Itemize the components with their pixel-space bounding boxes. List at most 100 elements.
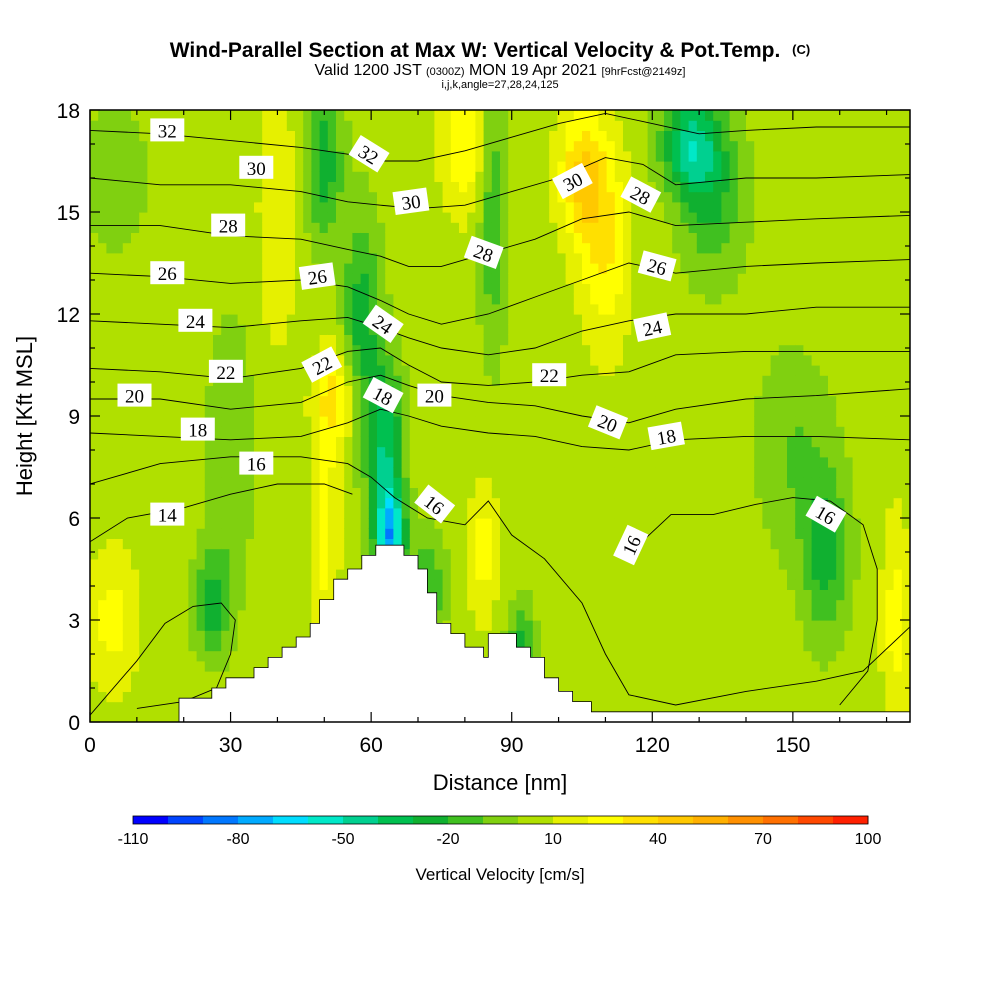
velocity-cell [664,467,673,478]
velocity-cell [696,599,706,611]
velocity-cell [532,395,542,407]
velocity-cell [344,110,353,121]
velocity-cell [409,365,419,376]
velocity-cell [229,660,239,672]
velocity-cell [114,191,124,203]
velocity-cell [664,354,673,366]
velocity-cell [746,191,755,203]
velocity-cell [721,395,731,407]
velocity-cell [155,477,165,488]
velocity-cell [475,314,485,325]
velocity-cell [705,232,714,244]
velocity-cell [270,548,280,560]
velocity-cell [229,538,239,550]
velocity-cell [377,344,386,356]
velocity-cell [475,222,485,233]
velocity-cell [172,640,181,652]
velocity-cell [188,201,198,213]
velocity-cell [434,283,444,295]
velocity-cell [426,528,435,539]
velocity-cell [163,548,173,560]
velocity-cell [319,456,329,468]
velocity-cell [639,416,649,427]
velocity-cell [524,212,534,223]
velocity-cell [688,405,698,417]
velocity-cell [565,324,575,335]
velocity-cell [368,110,378,121]
velocity-cell [213,650,222,662]
velocity-cell [180,518,189,529]
velocity-cell [311,130,321,142]
velocity-cell [729,630,739,641]
velocity-cell [303,569,312,580]
velocity-cell [204,497,214,509]
velocity-cell [672,691,681,703]
velocity-cell [360,263,370,274]
velocity-cell [631,263,640,274]
velocity-cell [106,395,116,407]
velocity-cell [746,375,755,386]
velocity-cell [303,150,312,162]
velocity-cell [647,150,657,162]
velocity-cell [90,110,99,121]
velocity-cell [368,201,378,213]
velocity-cell [614,385,624,397]
velocity-cell [746,681,755,692]
velocity-cell [295,222,304,233]
velocity-cell [393,446,403,458]
velocity-cell [647,212,657,223]
velocity-cell [204,150,214,162]
velocity-cell [721,630,731,641]
velocity-cell [516,314,526,325]
velocity-cell [680,130,690,142]
velocity-cell [155,395,165,407]
velocity-cell [172,650,181,662]
velocity-cell [237,283,247,295]
velocity-cell [196,467,206,478]
velocity-cell [311,589,321,601]
velocity-cell [590,140,599,152]
velocity-cell [213,538,222,550]
velocity-cell [491,538,501,550]
velocity-cell [598,569,608,580]
velocity-cell [114,660,124,672]
velocity-cell [614,436,624,448]
velocity-cell [311,599,321,611]
velocity-cell [163,405,173,417]
velocity-cell [680,232,690,244]
velocity-cell [147,558,157,570]
velocity-cell [147,681,157,692]
velocity-cell [647,538,657,550]
velocity-cell [705,436,714,448]
velocity-cell [737,140,747,152]
velocity-cell [672,487,681,499]
velocity-cell [155,334,165,346]
velocity-cell [524,589,534,601]
velocity-cell [327,589,337,601]
velocity-cell [418,222,427,233]
velocity-cell [541,283,550,295]
velocity-cell [303,375,312,386]
velocity-cell [245,314,255,325]
velocity-cell [508,130,517,142]
velocity-cell [229,395,239,407]
velocity-cell [229,620,239,631]
velocity-cell [459,130,468,142]
velocity-cell [623,599,632,611]
velocity-cell [377,171,386,182]
velocity-cell [541,467,550,478]
velocity-cell [680,242,690,254]
velocity-cell [508,589,517,601]
velocity-cell [688,569,698,580]
velocity-cell [459,558,468,570]
velocity-cell [450,426,460,437]
velocity-cell [270,120,280,131]
velocity-cell [483,181,493,193]
velocity-cell [98,630,107,641]
velocity-cell [106,222,116,233]
velocity-cell [573,507,583,519]
velocity-cell [696,701,706,713]
velocity-cell [713,334,722,346]
velocity-cell [254,252,263,264]
velocity-cell [286,436,296,448]
